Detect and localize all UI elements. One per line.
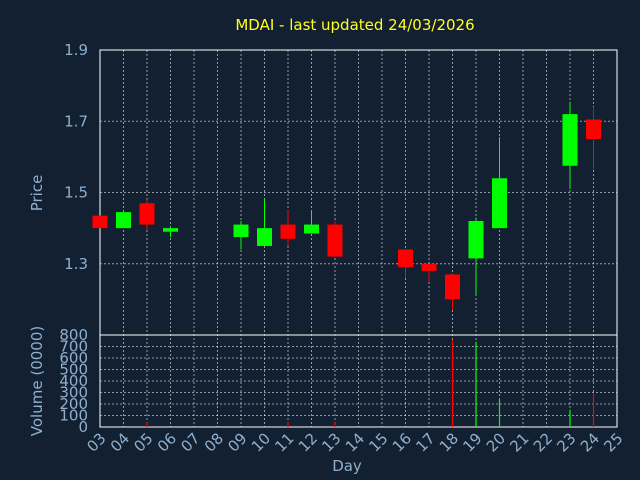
day-tick-label: 10 [248, 429, 274, 455]
price-tick-label: 1.7 [64, 112, 88, 130]
day-tick-label: 04 [107, 429, 133, 455]
candle-body [398, 249, 413, 268]
candle-body [492, 178, 507, 229]
day-tick-label: 07 [177, 429, 203, 455]
candle-body [586, 119, 601, 140]
candle-body [139, 203, 155, 225]
candle-body [116, 212, 131, 229]
price-tick-label: 1.9 [64, 41, 88, 59]
candle-body [163, 228, 178, 232]
volume-panel: 0100200300400500600700800030405060708091… [59, 326, 626, 456]
candle-body [468, 221, 484, 259]
day-tick-label: 15 [365, 429, 391, 455]
day-tick-label: 09 [224, 429, 250, 455]
day-tick-label: 12 [295, 429, 321, 455]
volume-plot-frame [99, 334, 618, 428]
volume-tick-label: 700 [59, 338, 88, 356]
volume-tick-label: 100 [59, 407, 88, 425]
x-axis-label: Day [332, 457, 362, 475]
price-tick-label: 1.5 [64, 184, 88, 202]
day-tick-label: 13 [318, 429, 344, 455]
candle-body [445, 274, 460, 300]
volume-tick-label: 200 [59, 395, 88, 413]
price-axis-label: Price [28, 175, 46, 212]
day-tick-label: 19 [459, 429, 485, 455]
chart-title: MDAI - last updated 24/03/2026 [235, 16, 474, 34]
volume-tick-label: 800 [59, 326, 88, 344]
price-tick-label: 1.3 [64, 255, 88, 273]
day-tick-label: 21 [506, 429, 532, 455]
candle-body [92, 215, 108, 229]
candle-body [421, 263, 437, 271]
volume-axis-label: Volume (0000) [28, 326, 46, 436]
day-tick-label: 05 [130, 429, 156, 455]
price-panel: 1.3 1.5 1.7 1.9 [64, 41, 618, 427]
candle-body [327, 224, 343, 257]
volume-tick-label: 400 [59, 372, 88, 390]
day-tick-label: 25 [600, 429, 626, 455]
day-tick-label: 06 [154, 429, 180, 455]
day-tick-label: 24 [577, 429, 603, 455]
day-tick-label: 23 [553, 429, 579, 455]
volume-tick-label: 600 [59, 349, 88, 367]
day-tick-label: 16 [389, 429, 415, 455]
candle-body [562, 114, 578, 166]
volume-tick-label: 300 [59, 384, 88, 402]
day-tick-label: 22 [530, 429, 556, 455]
candle-body [257, 228, 272, 246]
day-tick-label: 20 [483, 429, 509, 455]
volume-tick-label: 0 [78, 418, 88, 436]
day-tick-label: 14 [342, 429, 368, 455]
candle-body [233, 224, 249, 238]
day-tick-label: 17 [412, 429, 438, 455]
day-tick-label: 18 [436, 429, 462, 455]
candle-body [280, 224, 296, 239]
day-tick-label: 11 [271, 429, 297, 455]
volume-tick-label: 500 [59, 361, 88, 379]
day-tick-label: 08 [201, 429, 227, 455]
candle-body [304, 224, 319, 234]
